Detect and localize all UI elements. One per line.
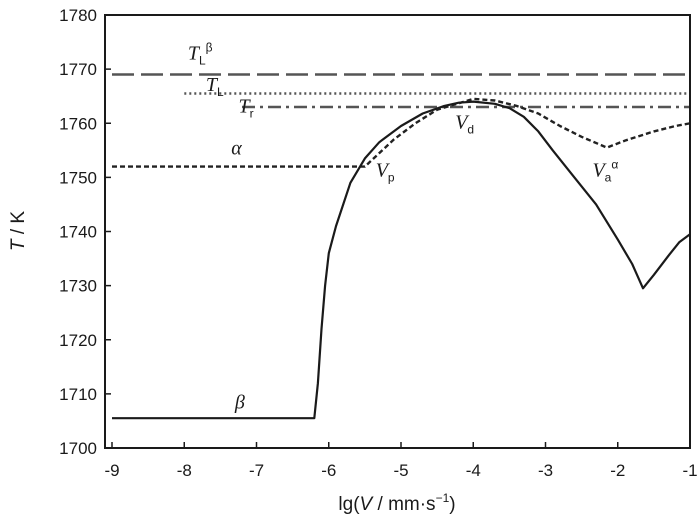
- x-tick-label: -7: [249, 461, 264, 480]
- x-tick-label: -5: [393, 461, 408, 480]
- annotation-label: Vp: [376, 159, 395, 184]
- y-tick-label: 1730: [59, 277, 97, 296]
- y-tick-label: 1720: [59, 331, 97, 350]
- annotation-label: TLβ: [188, 40, 213, 67]
- y-tick-label: 1780: [59, 6, 97, 25]
- series-line-4-short-dash: [112, 97, 691, 168]
- x-tick-label: -4: [466, 461, 481, 480]
- y-tick-label: 1760: [59, 114, 97, 133]
- y-axis: 1700 1710 1720 1730 1740 1750 1760 1770 1780: [59, 6, 111, 458]
- plot-frame: [104, 14, 691, 449]
- y-tick-label: 1700: [59, 439, 97, 458]
- annotation-label: TL: [206, 74, 224, 99]
- y-axis-title: T / K: [8, 211, 29, 251]
- y-tick-label: 1740: [59, 223, 97, 242]
- y-tick-label: 1750: [59, 168, 97, 187]
- x-tick-label: -6: [321, 461, 336, 480]
- annotation-label: β: [234, 391, 245, 413]
- x-tick-label: -3: [538, 461, 553, 480]
- x-axis-title: lg(V / mm·s−1): [338, 491, 455, 515]
- y-tick-label: 1710: [59, 385, 97, 404]
- plot-marks: [112, 73, 691, 420]
- annotation-label: Vd: [455, 112, 474, 137]
- series-line-5-solid: [112, 100, 691, 420]
- x-tick-label: -8: [177, 461, 192, 480]
- x-tick-label: -9: [104, 461, 119, 480]
- annotations: TLβ TL Tr α Vp Vd Vaα β: [188, 40, 619, 413]
- x-tick-label: -2: [610, 461, 625, 480]
- y-tick-label: 1770: [59, 60, 97, 79]
- annotation-label: Tr: [238, 95, 253, 120]
- annotation-label: α: [231, 138, 242, 160]
- x-tick-label: -1: [682, 461, 697, 480]
- annotation-label: Vaα: [592, 157, 618, 184]
- x-axis: -9 -8 -7 -6 -5 -4 -3 -2 -1: [104, 442, 698, 480]
